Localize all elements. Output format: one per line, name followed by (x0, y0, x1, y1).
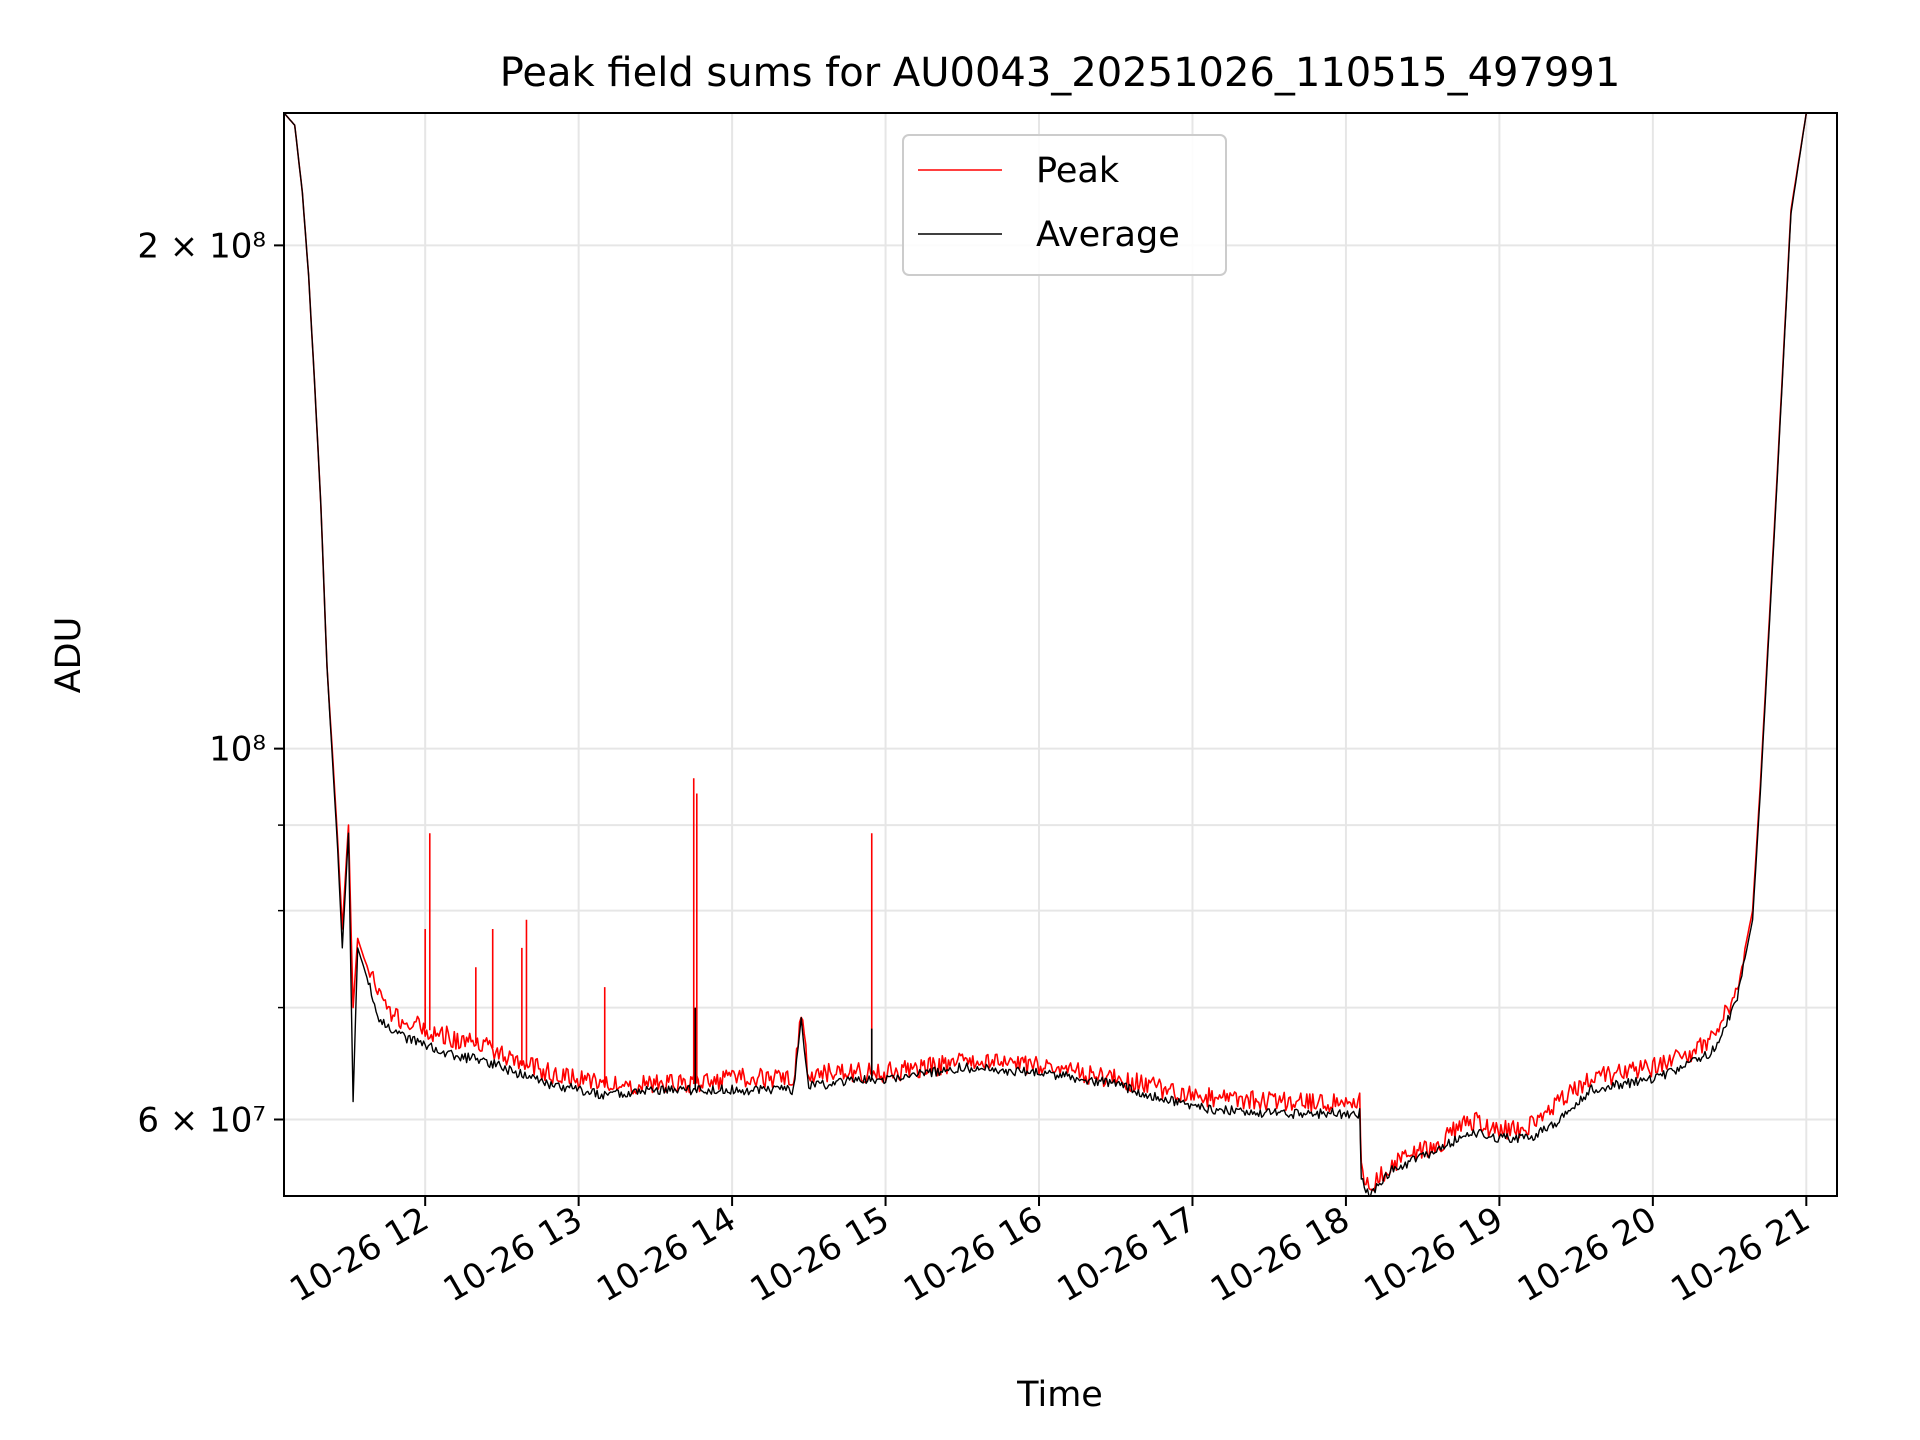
x-axis-label: Time (1016, 1375, 1103, 1415)
legend-average-label: Average (1036, 215, 1180, 255)
legend: Peak Average (902, 134, 1227, 276)
series-layer (283, 112, 1808, 1197)
y-tick-label: 6 × 10⁷ (137, 1101, 266, 1141)
y-tick-label: 2 × 10⁸ (137, 226, 266, 266)
plot-area (283, 112, 1808, 1197)
series-average-line (283, 112, 1807, 1197)
grid (284, 113, 1837, 1196)
legend-peak-label: Peak (1036, 151, 1120, 191)
series-peak-line (283, 112, 1808, 1192)
y-axis-label: ADU (49, 617, 89, 694)
y-tick-label: 10⁸ (209, 730, 266, 770)
chart-title: Peak field sums for AU0043_20251026_1105… (500, 50, 1621, 96)
y-axis: 6 × 10⁷ 10⁸ 2 × 10⁸ (137, 226, 284, 1141)
plot-frame (283, 112, 1838, 1197)
